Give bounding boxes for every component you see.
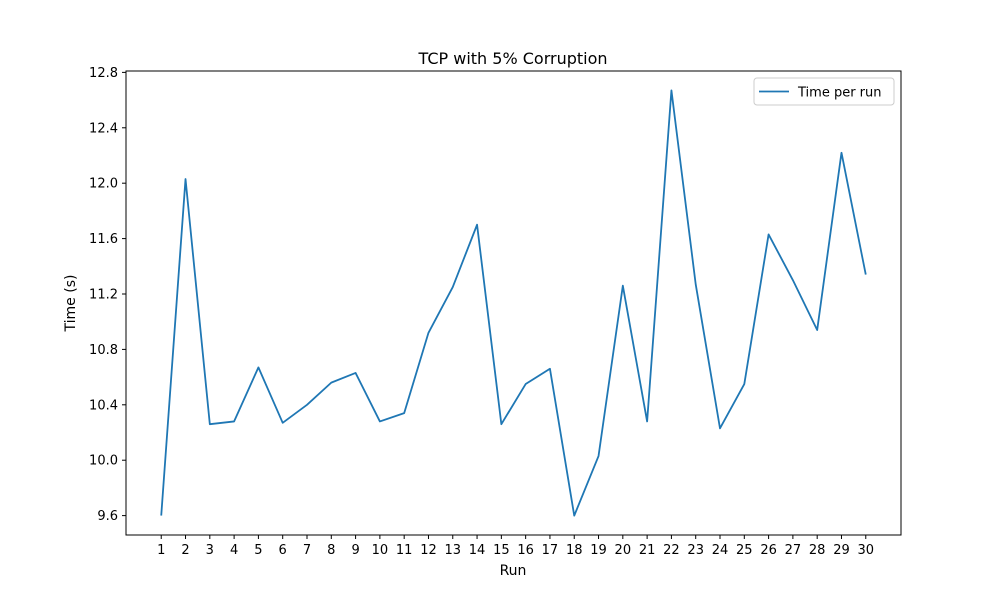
series-line-time-per-run — [160, 89, 867, 517]
x-tick-label: 24 — [712, 543, 729, 558]
x-tick-label: 25 — [736, 543, 753, 558]
x-tick-label: 28 — [809, 543, 826, 558]
x-tick-label: 3 — [206, 543, 214, 558]
x-tick-label: 11 — [396, 543, 413, 558]
x-tick-label: 20 — [615, 543, 632, 558]
y-tick-label: 11.2 — [89, 287, 118, 302]
y-tick-label: 9.6 — [97, 509, 118, 524]
x-tick-label: 26 — [760, 543, 777, 558]
x-tick-label: 30 — [857, 543, 874, 558]
x-tick-label: 9 — [351, 543, 359, 558]
x-tick-label: 22 — [663, 543, 680, 558]
x-tick-label: 12 — [420, 543, 437, 558]
x-tick-label: 23 — [687, 543, 704, 558]
y-tick-label: 11.6 — [89, 232, 118, 247]
plot-area: 1 2 3 4 5 6 7 8 9 10 11 12 13 14 15 16 17 18 19 20 21 22 23 24 2… — [89, 66, 902, 558]
y-axis-label: Time (s) — [63, 275, 79, 333]
x-tick-label: 17 — [542, 543, 559, 558]
x-tick-label: 8 — [327, 543, 335, 558]
x-axis-label: Run — [500, 563, 527, 579]
chart-title: TCP with 5% Corruption — [417, 49, 607, 68]
x-tick-label: 29 — [833, 543, 850, 558]
x-tick-label: 16 — [517, 543, 534, 558]
x-tick-label: 10 — [372, 543, 389, 558]
y-tick-label: 12.8 — [89, 66, 118, 81]
y-tick-label: 12.4 — [89, 121, 118, 136]
y-tick-label: 10.4 — [89, 398, 118, 413]
x-tick-label: 27 — [785, 543, 802, 558]
x-tick-label: 4 — [230, 543, 238, 558]
plot-frame — [125, 70, 902, 536]
x-tick-label: 14 — [469, 543, 486, 558]
x-tick-label: 2 — [181, 543, 189, 558]
legend-label: Time per run — [797, 86, 882, 101]
y-tick-label: 10.8 — [89, 343, 118, 358]
x-tick-label: 5 — [254, 543, 262, 558]
x-tick-label: 15 — [493, 543, 510, 558]
y-tick-label: 12.0 — [89, 177, 118, 192]
x-tick-label: 13 — [444, 543, 461, 558]
x-tick-label: 18 — [566, 543, 583, 558]
x-tick-label: 6 — [279, 543, 287, 558]
x-tick-label: 19 — [590, 543, 607, 558]
x-tick-label: 7 — [303, 543, 311, 558]
legend-box — [753, 77, 895, 106]
legend: Time per run — [753, 77, 895, 106]
x-tick-label: 21 — [639, 543, 656, 558]
x-tick-label: 1 — [157, 543, 165, 558]
y-tick-label: 10.0 — [89, 454, 118, 469]
